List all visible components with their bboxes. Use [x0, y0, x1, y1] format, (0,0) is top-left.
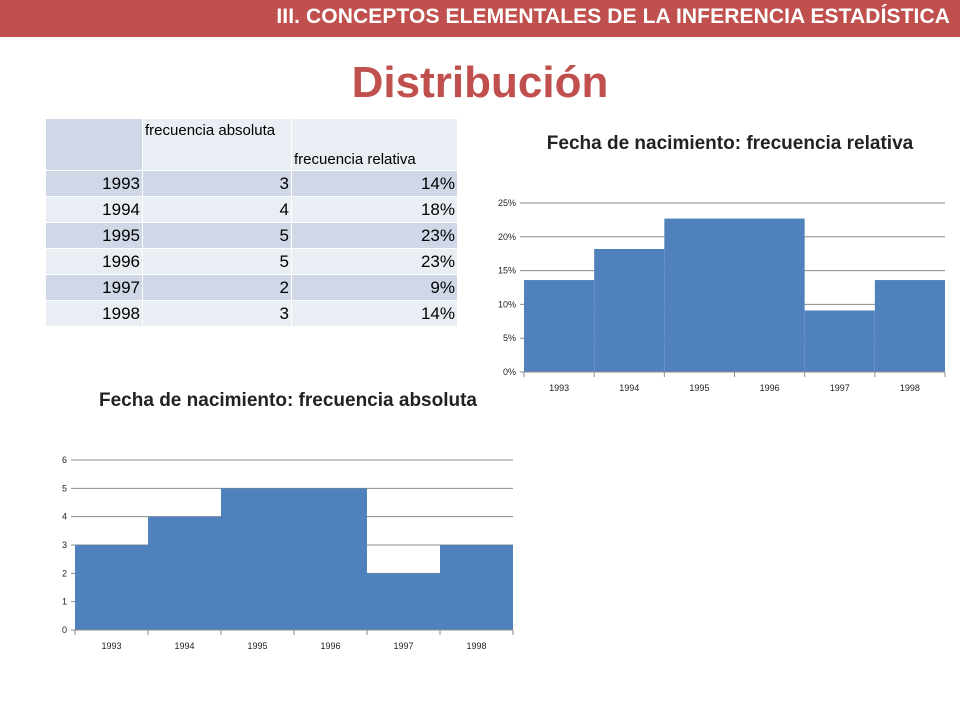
bar	[221, 488, 294, 630]
section-title: III. CONCEPTOS ELEMENTALES DE LA INFEREN…	[276, 5, 950, 28]
absolute-chart-title: Fecha de nacimiento: frecuencia absoluta	[99, 390, 477, 411]
y-tick-label: 20%	[498, 232, 516, 242]
relative-frequency-chart: 0% 5% 10% 15% 20% 25% 1993 1994 1995 1996 1997 1998	[478, 190, 950, 405]
x-tick-label: 1993	[549, 383, 569, 393]
y-tick-label: 15%	[498, 266, 516, 276]
table-row: 1998 3 14%	[45, 300, 458, 327]
y-tick-label: 0	[62, 625, 67, 635]
table-cell-relative: 14%	[291, 300, 458, 327]
table-cell-relative: 9%	[291, 274, 458, 301]
table-header-row: frecuencia absoluta frecuencia relativa	[45, 118, 458, 171]
y-tick-label: 25%	[498, 198, 516, 208]
y-tick-label: 3	[62, 540, 67, 550]
table-cell-absolute: 2	[142, 274, 292, 301]
frequency-table: frecuencia absoluta frecuencia relativa …	[45, 118, 458, 327]
table-cell-absolute: 5	[142, 222, 292, 249]
relative-chart-svg: 0% 5% 10% 15% 20% 25% 1993 1994 1995 1996 1997 1998	[498, 198, 946, 393]
y-tick-label: 0%	[503, 367, 516, 377]
x-tick-label: 1997	[830, 383, 850, 393]
table-cell-absolute: 4	[142, 196, 292, 223]
table-header-corner	[45, 118, 143, 171]
table-cell-year: 1997	[45, 274, 143, 301]
table-cell-year: 1994	[45, 196, 143, 223]
table-cell-absolute: 5	[142, 248, 292, 275]
bar	[148, 516, 221, 630]
y-tick-label: 5%	[503, 333, 516, 343]
y-tick-label: 5	[62, 483, 67, 493]
bar	[524, 280, 595, 372]
bar	[75, 545, 148, 630]
x-tick-label: 1994	[174, 641, 194, 651]
y-tick-label: 2	[62, 568, 67, 578]
table-row: 1993 3 14%	[45, 170, 458, 197]
bar	[594, 248, 665, 372]
table-cell-absolute: 3	[142, 300, 292, 327]
table-row: 1996 5 23%	[45, 248, 458, 275]
bar	[440, 545, 513, 630]
table-row: 1994 4 18%	[45, 196, 458, 223]
bar	[804, 310, 875, 372]
x-tick-label: 1998	[900, 383, 920, 393]
table-cell-relative: 18%	[291, 196, 458, 223]
table-header-relative: frecuencia relativa	[291, 118, 458, 171]
table-header-absolute: frecuencia absoluta	[142, 118, 292, 171]
slide-title: Distribución	[351, 58, 609, 107]
x-tick-label: 1995	[689, 383, 709, 393]
table-cell-absolute: 3	[142, 170, 292, 197]
x-tick-label: 1998	[466, 641, 486, 651]
table-cell-year: 1995	[45, 222, 143, 249]
table-cell-relative: 23%	[291, 222, 458, 249]
table-cell-relative: 23%	[291, 248, 458, 275]
bar	[734, 218, 805, 372]
table-row: 1997 2 9%	[45, 274, 458, 301]
x-tick-label: 1996	[760, 383, 780, 393]
table-cell-year: 1996	[45, 248, 143, 275]
y-tick-label: 6	[62, 455, 67, 465]
x-tick-label: 1994	[619, 383, 639, 393]
bar	[294, 488, 367, 630]
absolute-frequency-chart: 0 1 2 3 4 5 6 1993 1994 1995 1996 1997 1998	[36, 448, 520, 663]
table-cell-relative: 14%	[291, 170, 458, 197]
bar	[874, 280, 945, 372]
y-tick-label: 10%	[498, 299, 516, 309]
bar	[664, 218, 735, 372]
x-tick-label: 1995	[247, 641, 267, 651]
table-cell-year: 1998	[45, 300, 143, 327]
y-tick-label: 1	[62, 597, 67, 607]
bar	[367, 573, 440, 630]
x-tick-label: 1993	[101, 641, 121, 651]
table-row: 1995 5 23%	[45, 222, 458, 249]
section-banner: III. CONCEPTOS ELEMENTALES DE LA INFEREN…	[0, 0, 960, 37]
x-tick-label: 1996	[320, 641, 340, 651]
x-tick-label: 1997	[393, 641, 413, 651]
absolute-chart-svg: 0 1 2 3 4 5 6 1993 1994 1995 1996 1997 1998	[62, 455, 514, 651]
table-cell-year: 1993	[45, 170, 143, 197]
y-tick-label: 4	[62, 512, 67, 522]
relative-chart-title: Fecha de nacimiento: frecuencia relativa	[546, 133, 914, 154]
